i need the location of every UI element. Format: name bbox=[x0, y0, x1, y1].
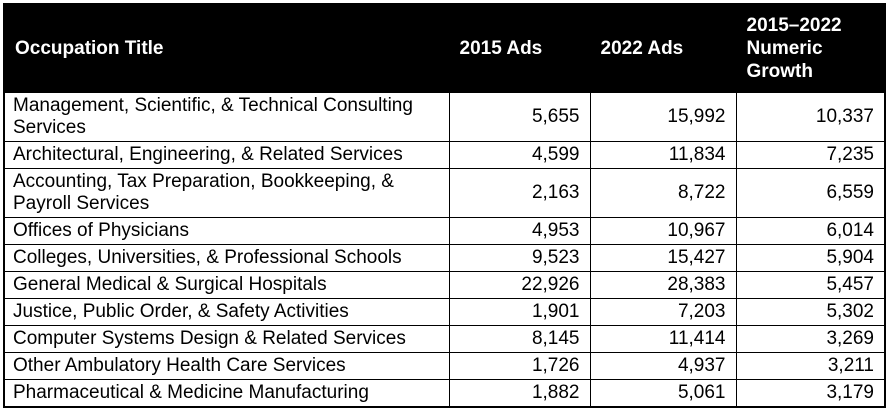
table-body: Management, Scientific, & Technical Cons… bbox=[3, 91, 886, 407]
header-2015-ads: 2015 Ads bbox=[448, 3, 591, 93]
table-row: Computer Systems Design & Related Servic… bbox=[3, 324, 886, 353]
occupation-title-cell: Offices of Physicians bbox=[3, 216, 450, 245]
ads-2015-cell: 8,145 bbox=[448, 324, 591, 353]
numeric-growth-cell: 6,559 bbox=[735, 167, 886, 218]
numeric-growth-cell: 6,014 bbox=[735, 216, 886, 245]
header-occupation-title: Occupation Title bbox=[3, 3, 450, 93]
header-row: Occupation Title 2015 Ads 2022 Ads 2015–… bbox=[3, 3, 886, 93]
ads-2022-cell: 4,937 bbox=[589, 351, 737, 380]
occupation-title-cell: Management, Scientific, & Technical Cons… bbox=[3, 91, 450, 142]
header-2022-ads: 2022 Ads bbox=[589, 3, 737, 93]
ads-2015-cell: 9,523 bbox=[448, 243, 591, 272]
table-row: Other Ambulatory Health Care Services 1,7… bbox=[3, 351, 886, 380]
ads-2015-cell: 4,599 bbox=[448, 140, 591, 169]
table-row: Management, Scientific, & Technical Cons… bbox=[3, 91, 886, 142]
numeric-growth-cell: 10,337 bbox=[735, 91, 886, 142]
numeric-growth-cell: 7,235 bbox=[735, 140, 886, 169]
ads-2022-cell: 15,427 bbox=[589, 243, 737, 272]
occupation-title-cell: Architectural, Engineering, & Related Se… bbox=[3, 140, 450, 169]
ads-2015-cell: 1,901 bbox=[448, 297, 591, 326]
table-row: Accounting, Tax Preparation, Bookkeeping… bbox=[3, 167, 886, 218]
occupation-title-cell: General Medical & Surgical Hospitals bbox=[3, 270, 450, 299]
ads-2015-cell: 5,655 bbox=[448, 91, 591, 142]
occupation-title-cell: Colleges, Universities, & Professional S… bbox=[3, 243, 450, 272]
ads-2022-cell: 5,061 bbox=[589, 378, 737, 407]
occupation-title-cell: Justice, Public Order, & Safety Activiti… bbox=[3, 297, 450, 326]
table-row: Offices of Physicians 4,953 10,967 6,014 bbox=[3, 216, 886, 245]
table-row: Architectural, Engineering, & Related Se… bbox=[3, 140, 886, 169]
ads-2015-cell: 22,926 bbox=[448, 270, 591, 299]
ads-2015-cell: 2,163 bbox=[448, 167, 591, 218]
table-row: Pharmaceutical & Medicine Manufacturing 1… bbox=[3, 378, 886, 407]
table-row: General Medical & Surgical Hospitals 22,9… bbox=[3, 270, 886, 299]
ads-2022-cell: 28,383 bbox=[589, 270, 737, 299]
numeric-growth-cell: 5,904 bbox=[735, 243, 886, 272]
occupation-ads-table: Occupation Title 2015 Ads 2022 Ads 2015–… bbox=[3, 3, 886, 408]
ads-2015-cell: 1,882 bbox=[448, 378, 591, 407]
occupation-title-cell: Other Ambulatory Health Care Services bbox=[3, 351, 450, 380]
numeric-growth-cell: 3,269 bbox=[735, 324, 886, 353]
ads-2022-cell: 8,722 bbox=[589, 167, 737, 218]
numeric-growth-cell: 3,179 bbox=[735, 378, 886, 407]
ads-2022-cell: 10,967 bbox=[589, 216, 737, 245]
occupation-title-cell: Accounting, Tax Preparation, Bookkeeping… bbox=[3, 167, 450, 218]
table-row: Justice, Public Order, & Safety Activiti… bbox=[3, 297, 886, 326]
numeric-growth-cell: 5,302 bbox=[735, 297, 886, 326]
ads-2015-cell: 4,953 bbox=[448, 216, 591, 245]
numeric-growth-cell: 3,211 bbox=[735, 351, 886, 380]
ads-2015-cell: 1,726 bbox=[448, 351, 591, 380]
table-row: Colleges, Universities, & Professional S… bbox=[3, 243, 886, 272]
ads-2022-cell: 7,203 bbox=[589, 297, 737, 326]
numeric-growth-cell: 5,457 bbox=[735, 270, 886, 299]
ads-2022-cell: 11,414 bbox=[589, 324, 737, 353]
occupation-title-cell: Computer Systems Design & Related Servic… bbox=[3, 324, 450, 353]
table-header: Occupation Title 2015 Ads 2022 Ads 2015–… bbox=[3, 3, 886, 93]
ads-2022-cell: 11,834 bbox=[589, 140, 737, 169]
header-numeric-growth: 2015–2022 Numeric Growth bbox=[735, 3, 886, 93]
occupation-title-cell: Pharmaceutical & Medicine Manufacturing bbox=[3, 378, 450, 407]
ads-2022-cell: 15,992 bbox=[589, 91, 737, 142]
